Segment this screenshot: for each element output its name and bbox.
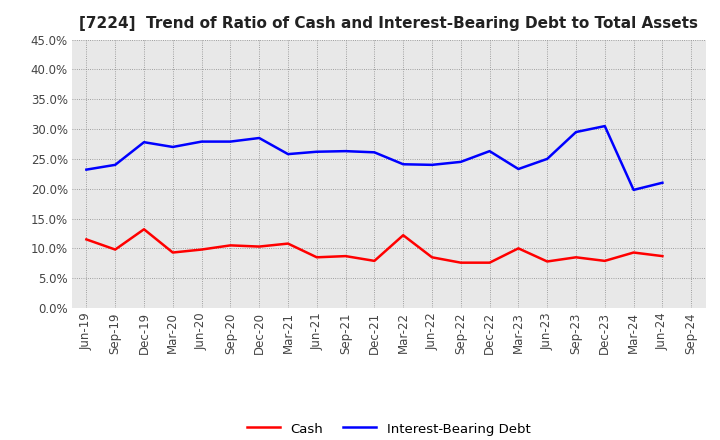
- Cash: [600, 258, 609, 264]
- Cash: [312, 255, 321, 260]
- Interest-Bearing Debt: [658, 180, 667, 185]
- Interest-Bearing Debt: [255, 136, 264, 141]
- Cash: [428, 255, 436, 260]
- Interest-Bearing Debt: [370, 150, 379, 155]
- Cash: [572, 255, 580, 260]
- Interest-Bearing Debt: [312, 149, 321, 154]
- Interest-Bearing Debt: [82, 167, 91, 172]
- Interest-Bearing Debt: [341, 148, 350, 154]
- Line: Cash: Cash: [86, 229, 662, 263]
- Cash: [629, 250, 638, 255]
- Interest-Bearing Debt: [456, 159, 465, 165]
- Interest-Bearing Debt: [168, 144, 177, 150]
- Cash: [255, 244, 264, 249]
- Line: Interest-Bearing Debt: Interest-Bearing Debt: [86, 126, 662, 190]
- Interest-Bearing Debt: [485, 148, 494, 154]
- Interest-Bearing Debt: [629, 187, 638, 193]
- Cash: [514, 246, 523, 251]
- Interest-Bearing Debt: [572, 129, 580, 135]
- Cash: [284, 241, 292, 246]
- Interest-Bearing Debt: [600, 124, 609, 129]
- Cash: [370, 258, 379, 264]
- Cash: [140, 227, 148, 232]
- Cash: [658, 253, 667, 259]
- Cash: [341, 253, 350, 259]
- Cash: [399, 233, 408, 238]
- Cash: [485, 260, 494, 265]
- Interest-Bearing Debt: [197, 139, 206, 144]
- Interest-Bearing Debt: [543, 156, 552, 161]
- Interest-Bearing Debt: [140, 139, 148, 145]
- Cash: [226, 243, 235, 248]
- Cash: [543, 259, 552, 264]
- Cash: [168, 250, 177, 255]
- Interest-Bearing Debt: [284, 151, 292, 157]
- Cash: [456, 260, 465, 265]
- Legend: Cash, Interest-Bearing Debt: Cash, Interest-Bearing Debt: [242, 417, 536, 440]
- Interest-Bearing Debt: [399, 161, 408, 167]
- Interest-Bearing Debt: [428, 162, 436, 168]
- Title: [7224]  Trend of Ratio of Cash and Interest-Bearing Debt to Total Assets: [7224] Trend of Ratio of Cash and Intere…: [79, 16, 698, 32]
- Cash: [111, 247, 120, 252]
- Cash: [82, 237, 91, 242]
- Interest-Bearing Debt: [226, 139, 235, 144]
- Cash: [197, 247, 206, 252]
- Interest-Bearing Debt: [111, 162, 120, 168]
- Interest-Bearing Debt: [514, 166, 523, 172]
